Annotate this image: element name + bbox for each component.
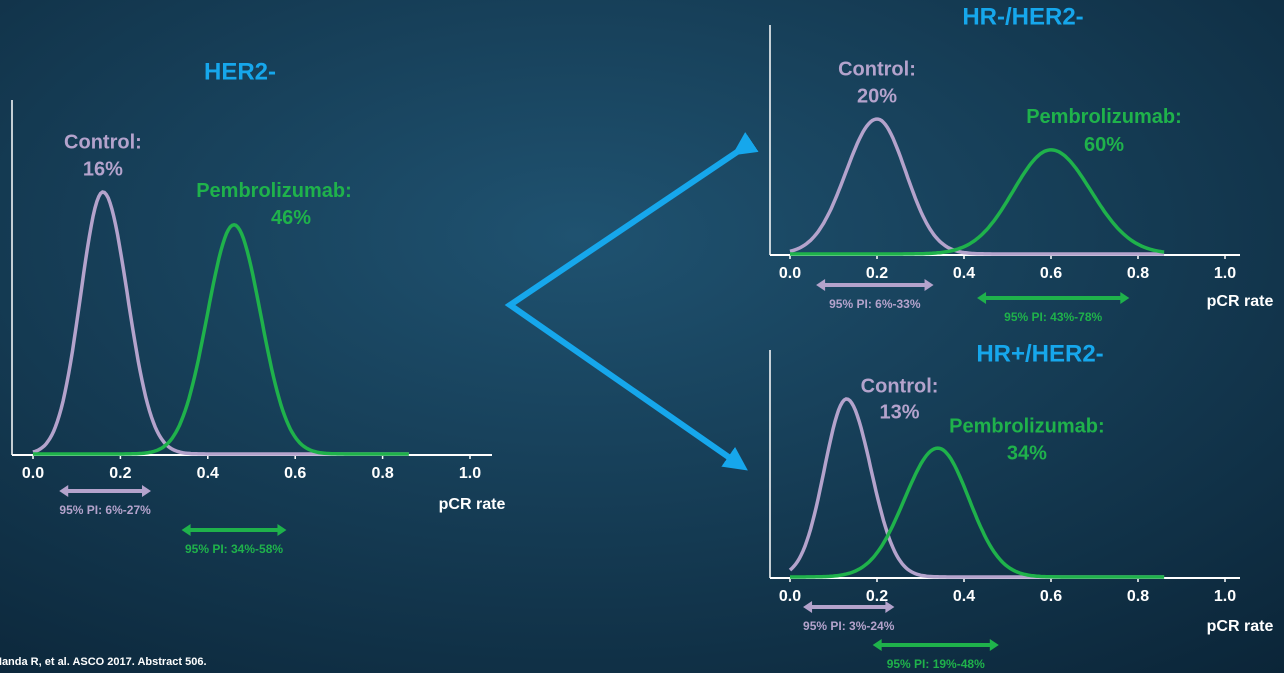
pi-label: 95% PI: 6%-27% <box>59 503 151 517</box>
x-axis-label: pCR rate <box>1207 618 1274 635</box>
pi-label: 95% PI: 19%-48% <box>887 657 985 671</box>
series-label: Control: <box>861 375 939 397</box>
series-label: Pembrolizumab: <box>949 415 1105 437</box>
x-tick-label: 0.6 <box>1040 265 1062 282</box>
chart: HR-/HER2- pCR rate 0.0 0.2 0.4 0.6 0.8 1.0 Contr… <box>769 3 1274 324</box>
x-tick-label: 1.0 <box>1214 588 1236 605</box>
value-label: 60% <box>1084 134 1124 156</box>
pi-label: 95% PI: 43%-78% <box>1004 310 1102 324</box>
chart: HR+/HER2- pCR rate 0.0 0.2 0.4 0.6 0.8 1.0 Contr… <box>769 340 1274 671</box>
value-label: 13% <box>880 401 920 423</box>
x-tick-label: 0.4 <box>953 588 975 605</box>
x-tick-label: 0.0 <box>22 465 44 482</box>
x-tick-label: 0.8 <box>1127 265 1149 282</box>
series-label: Control: <box>838 58 916 80</box>
x-tick-label: 0.6 <box>284 465 306 482</box>
chart-title: HR+/HER2- <box>976 340 1103 367</box>
footnote: Nanda R, et al. ASCO 2017. Abstract 506. <box>0 656 207 668</box>
x-tick-label: 0.0 <box>779 265 801 282</box>
chart: HER2- pCR rate 0.0 0.2 0.4 0.6 0.8 1.0 Control: 1… <box>11 58 506 556</box>
pi-label: 95% PI: 6%-33% <box>829 297 921 311</box>
x-tick-label: 0.6 <box>1040 588 1062 605</box>
density-curve <box>33 222 409 456</box>
value-label: 16% <box>83 158 123 180</box>
series-label: Pembrolizumab: <box>1026 106 1182 128</box>
value-label: 46% <box>271 207 311 229</box>
pi-label: 95% PI: 34%-58% <box>185 542 283 556</box>
x-tick-label: 0.4 <box>953 265 975 282</box>
x-axis-label: pCR rate <box>439 496 506 513</box>
x-tick-label: 0.0 <box>779 588 801 605</box>
series-label: Pembrolizumab: <box>196 180 352 202</box>
x-tick-label: 0.4 <box>197 465 219 482</box>
x-tick-label: 0.8 <box>1127 588 1149 605</box>
x-tick-label: 0.2 <box>866 265 888 282</box>
chart-title: HER2- <box>204 58 276 85</box>
x-tick-label: 1.0 <box>459 465 481 482</box>
value-label: 34% <box>1007 442 1047 464</box>
density-curve <box>790 148 1165 256</box>
x-tick-label: 0.2 <box>109 465 131 482</box>
chart-title: HR-/HER2- <box>962 3 1083 30</box>
x-tick-label: 0.8 <box>371 465 393 482</box>
value-label: 20% <box>857 85 897 107</box>
pi-label: 95% PI: 3%-24% <box>803 619 895 633</box>
x-axis-label: pCR rate <box>1207 293 1274 310</box>
x-tick-label: 0.2 <box>866 588 888 605</box>
split-arrow <box>504 132 759 471</box>
density-curve <box>790 446 1165 579</box>
density-curve <box>789 117 1165 256</box>
series-label: Control: <box>64 131 142 153</box>
x-tick-label: 1.0 <box>1214 265 1236 282</box>
